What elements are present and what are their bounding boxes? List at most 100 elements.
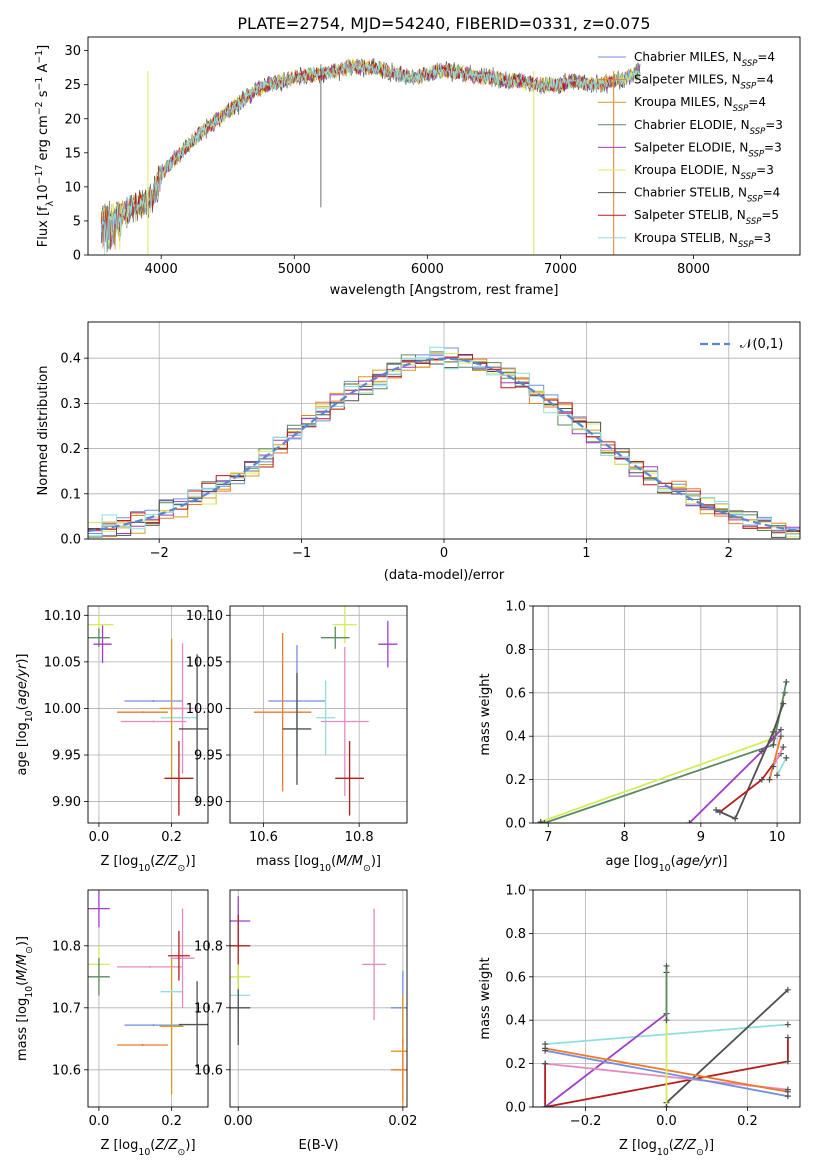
x-tick-label: −0.2 [570,1114,602,1129]
x-tick-label: 7000 [544,262,577,277]
y-tick-label: 25 [64,78,81,93]
data-point-marker [770,741,777,748]
legend-label: Salpeter STELIB, NSSP=5 [634,208,779,227]
x-axis-label: Z [log10(Z/Z⊙)] [100,1138,195,1158]
y-tick-label: 0 [73,249,81,264]
y-tick-label: 30 [64,44,81,59]
data-point-marker [663,1017,670,1024]
data-point-marker [542,1047,549,1054]
x-tick-label: 4000 [145,262,178,277]
data-point-marker [542,1060,549,1067]
legend-label: Chabrier STELIB, NSSP=4 [634,186,780,205]
axes-frame [229,605,408,824]
x-tick-label: 2 [725,546,733,561]
axes-frame [87,321,801,540]
mass-weight-vs-z-panel: −0.2 0.0 0.2 0.0 0.2 0.4 0.6 0.8 1.0 Z [log10(Z/Z… [478,884,801,1158]
y-tick-label: 10.05 [44,655,81,670]
x-tick-label: 0.2 [737,1114,758,1129]
y-tick-label: 10.10 [186,609,223,624]
x-tick-label: 0.2 [161,830,182,845]
x-axis-label: wavelength [Angstrom, rest frame] [330,283,559,298]
y-tick-label: 0.2 [60,442,81,457]
y-tick-label: 10.7 [194,1001,223,1016]
residual-histogram-panel: −2 −1 0 1 2 0.0 0.1 0.2 0.3 0.4 𝒩(0,1) (data-model)… [36,321,801,583]
data-point-marker [774,772,781,779]
x-tick-label: 5000 [278,262,311,277]
plot-area [253,606,398,816]
x-tick-label: 10.8 [345,830,374,845]
y-axis-label: mass weight [478,673,493,755]
x-axis-label: Z [log10(Z/Z⊙)] [619,1138,714,1158]
normal-reference-curve [88,357,800,533]
data-point-marker [758,776,765,783]
mass-weight-line [772,746,785,768]
x-tick-label: 1 [582,546,590,561]
y-tick-label: 10.6 [52,1063,81,1078]
spectrum-panel: 4000 5000 6000 7000 8000 0 5 10 15 20 25 30 waveleng… [34,36,801,298]
x-axis-label: Z [log10(Z/Z⊙)] [100,854,195,874]
data-point-marker [770,728,777,735]
data-point-marker [732,815,739,822]
y-tick-label: 0.2 [505,1057,526,1072]
y-tick-label: 9.95 [194,749,223,764]
x-tick-label: −1 [292,546,311,561]
y-tick-label: 10.00 [186,702,223,717]
y-tick-label: 0.0 [505,817,526,832]
x-tick-label: 0.0 [89,1114,110,1129]
y-axis-label: mass weight [478,957,493,1039]
data-point-marker [784,1093,791,1100]
data-point-marker [716,809,723,816]
legend-label: Kroupa ELODIE, NSSP=3 [634,163,774,182]
y-tick-label: 1.0 [505,884,526,899]
x-axis-label: age [log10(age/yr)] [605,854,727,874]
axes-frame [532,889,801,1108]
axes-frame [532,605,801,824]
legend-label: Kroupa MILES, NSSP=4 [634,95,766,114]
x-tick-label: 10.6 [249,830,278,845]
mass-vs-z-panel: 0.0 0.2 10.6 10.7 10.8 Z [log10(Z/Z⊙)] mass [l… [15,889,209,1158]
data-point-marker [784,1021,791,1028]
data-point-marker [784,986,791,993]
y-tick-label: 0.4 [505,730,526,745]
mass-weight-line [768,735,782,780]
legend-label: Salpeter MILES, NSSP=4 [634,73,774,92]
legend-label: 𝒩(0,1) [740,337,783,352]
y-tick-label: 0.4 [60,352,81,367]
x-tick-label: 6000 [411,262,444,277]
data-point-marker [777,726,784,733]
y-tick-label: 1.0 [505,600,526,615]
legend-label: Kroupa STELIB, NSSP=3 [634,231,771,250]
y-tick-label: 10.6 [194,1063,223,1078]
x-tick-label: 0 [440,546,448,561]
y-axis-label: Normed distribution [36,366,51,496]
y-tick-label: 0.8 [505,927,526,942]
mass-weight-line [544,1012,668,1107]
x-axis-label: E(B-V) [298,1138,338,1153]
data-point-marker [783,678,790,685]
y-tick-label: 0.0 [505,1101,526,1116]
y-tick-label: 0.8 [505,643,526,658]
x-axis-label: mass [log10(M/M⊙)] [256,854,381,874]
plot-area [230,896,407,1107]
plot-area [537,678,790,823]
x-tick-label: −2 [150,546,169,561]
age-vs-z-panel: 0.0 0.2 9.90 9.95 10.00 10.05 10.10 Z [log10(Z/… [15,605,209,874]
data-point-marker [784,1058,791,1065]
x-tick-label: 0.00 [224,1114,253,1129]
plot-area [88,346,800,539]
y-tick-label: 0.6 [505,970,526,985]
y-tick-label: 0.3 [60,397,81,412]
legend-label: Chabrier MILES, NSSP=4 [634,50,775,69]
data-point-marker [784,1034,791,1041]
data-point-marker [780,700,787,707]
y-axis-label: age [log10(age/yr)] [15,653,35,775]
y-tick-label: 10.05 [186,655,223,670]
axes-frame [87,889,209,1108]
y-tick-label: 0.0 [60,533,81,548]
y-axis-label: mass [log10(M/M⊙)] [15,936,35,1061]
data-point-marker [766,776,773,783]
y-tick-label: 10 [64,180,81,195]
x-tick-label: 0.02 [388,1114,417,1129]
y-tick-label: 10.00 [44,702,81,717]
